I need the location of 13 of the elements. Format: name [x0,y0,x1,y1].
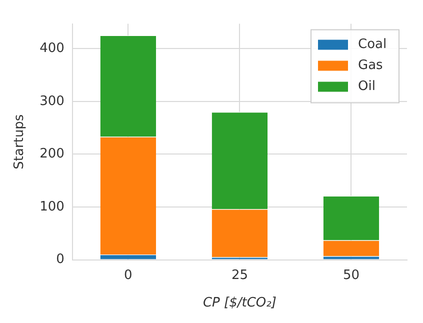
x-tick-label: 50 [342,268,360,283]
y-tick-label: 400 [40,40,64,56]
y-tick-label: 0 [56,252,64,268]
x-axis-title: CP [$/tCO₂] [202,296,276,311]
y-tick-label: 300 [40,94,64,109]
x-tick-label: 25 [231,268,248,283]
legend-label: Oil [358,79,376,94]
y-tick-label: 200 [40,146,64,162]
legend-label: Coal [358,37,387,52]
y-tick-label: 100 [40,199,64,214]
legend-label: Gas [358,58,384,74]
x-tick-label: 0 [124,268,132,283]
y-axis-title: Startups [12,114,28,170]
